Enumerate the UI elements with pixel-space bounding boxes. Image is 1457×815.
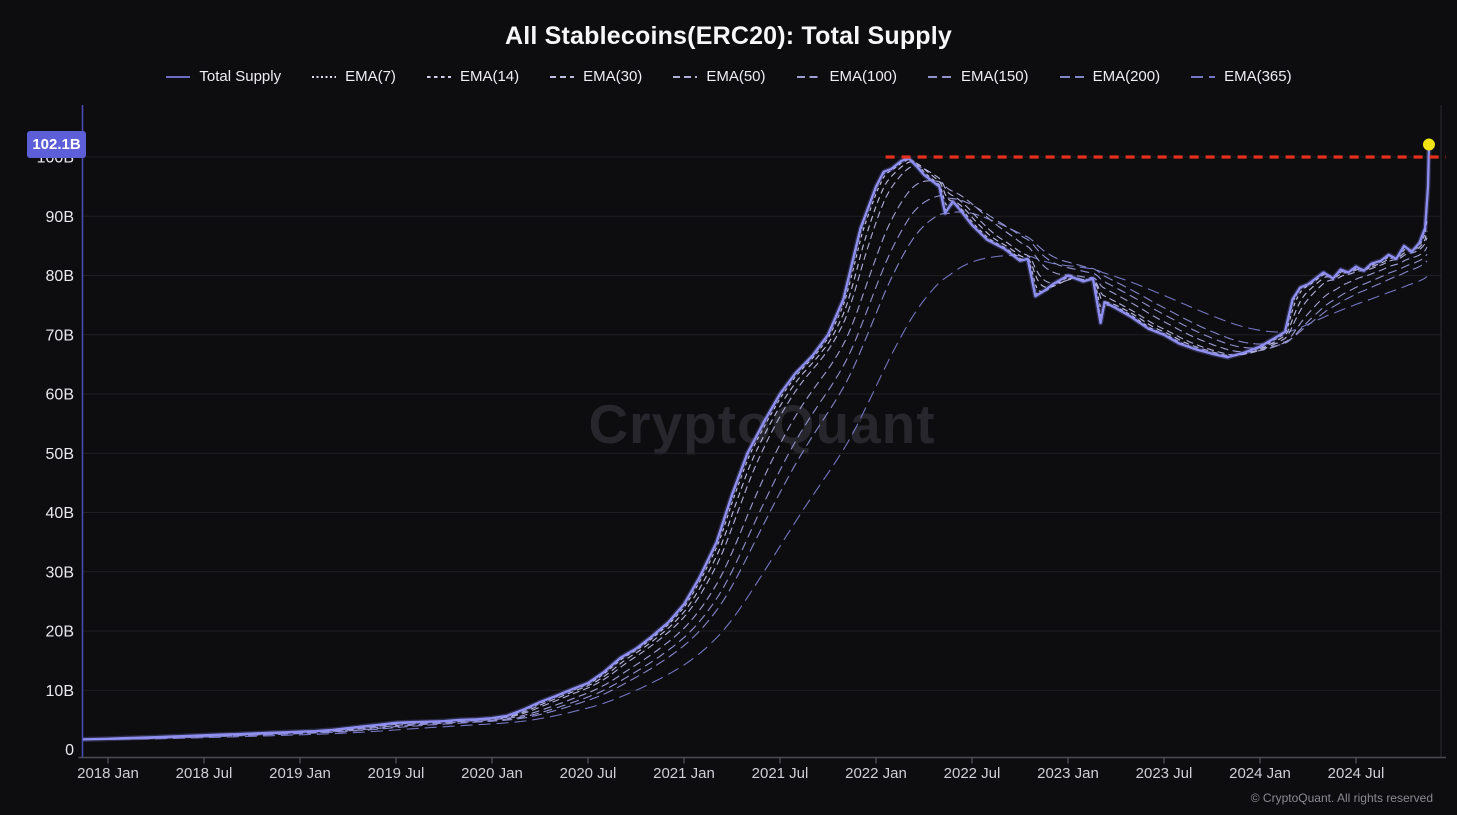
y-axis-label: 80B: [46, 268, 74, 285]
chart-legend: Total Supply EMA(7) EMA(14) EMA(30) EMA(50) E…: [0, 68, 1457, 85]
ema-14-line: [83, 158, 1428, 740]
legend-label: Total Supply: [199, 68, 282, 85]
x-axis-label: 2021 Jul: [752, 765, 809, 782]
x-axis-label: 2018 Jul: [176, 765, 233, 782]
chart-title: All Stablecoins(ERC20): Total Supply: [504, 22, 953, 50]
legend-item-ema-365[interactable]: EMA(365): [1190, 68, 1292, 85]
last-value-badge: 102.1B: [27, 131, 86, 158]
legend-item-ema-50[interactable]: EMA(50): [672, 68, 766, 85]
x-axis-label: 2020 Jan: [461, 765, 523, 782]
y-axis-label: 30B: [46, 564, 74, 581]
x-axis-label: 2023 Jul: [1136, 765, 1193, 782]
y-axis-label: 60B: [46, 387, 74, 404]
x-axis-label: 2019 Jul: [368, 765, 425, 782]
legend-line-sample-icon: [166, 75, 191, 78]
legend-line-sample-icon: [928, 75, 953, 78]
ema-150-line: [83, 195, 1428, 740]
legend-item-ema-14[interactable]: EMA(14): [426, 68, 519, 85]
legend-line-sample-icon: [312, 75, 337, 78]
legend-item-ema-7[interactable]: EMA(7): [311, 68, 396, 85]
legend-label: EMA(150): [961, 68, 1029, 85]
y-axis-label: 50B: [46, 446, 74, 463]
y-axis-label: 20B: [46, 624, 74, 641]
y-axis-label: 40B: [46, 505, 74, 522]
x-axis-label: 2024 Jul: [1328, 765, 1385, 782]
total-supply-line: [82, 144, 1431, 741]
legend-label: EMA(200): [1092, 68, 1161, 85]
legend-item-ema-150[interactable]: EMA(150): [927, 68, 1029, 85]
ema-7-line: [83, 158, 1428, 740]
ema-365-line: [83, 254, 1428, 740]
x-axis-labels: 2018 Jan 2018 Jul 2019 Jan 2019 Jul 2020 Jan…: [77, 757, 1385, 782]
legend-line-sample-icon: [550, 75, 575, 78]
x-axis-label: 2022 Jul: [944, 765, 1001, 782]
y-axis-label: 0: [65, 742, 74, 759]
x-axis-label: 2018 Jan: [77, 765, 139, 782]
x-axis-label: 2022 Jan: [845, 765, 907, 782]
y-axis-label: 70B: [46, 327, 74, 344]
legend-line-sample-icon: [796, 75, 821, 78]
x-axis-label: 2019 Jan: [269, 765, 331, 782]
x-axis-label: 2021 Jan: [653, 765, 715, 782]
legend-item-ema-200[interactable]: EMA(200): [1059, 68, 1161, 85]
last-value-marker: [1422, 138, 1435, 151]
ema-30-line: [83, 161, 1428, 740]
legend-line-sample-icon: [1059, 75, 1084, 78]
legend-item-ema-30[interactable]: EMA(30): [549, 68, 642, 85]
y-axis-label: 90B: [46, 209, 74, 226]
copyright-notice: © CryptoQuant. All rights reserved: [1250, 791, 1433, 805]
legend-label: EMA(50): [706, 68, 766, 85]
legend-label: EMA(30): [583, 68, 643, 85]
y-axis-label: 10B: [46, 683, 74, 700]
legend-line-sample-icon: [673, 75, 698, 78]
total-supply-glow: [82, 144, 1432, 742]
legend-line-sample-icon: [1191, 75, 1216, 78]
legend-item-total-supply[interactable]: Total Supply: [165, 68, 281, 85]
legend-label: EMA(365): [1224, 68, 1292, 85]
x-axis-label: 2024 Jan: [1229, 765, 1291, 782]
legend-item-ema-100[interactable]: EMA(100): [796, 68, 898, 85]
x-axis-label: 2020 Jul: [560, 765, 617, 782]
ema-100-line: [83, 180, 1428, 740]
x-axis-label: 2023 Jan: [1037, 765, 1099, 782]
legend-label: EMA(7): [345, 68, 396, 85]
legend-label: EMA(100): [829, 68, 898, 85]
legend-label: EMA(14): [459, 68, 520, 85]
ema-200-line: [83, 211, 1428, 740]
watermark: CryptoQuant: [588, 393, 936, 455]
